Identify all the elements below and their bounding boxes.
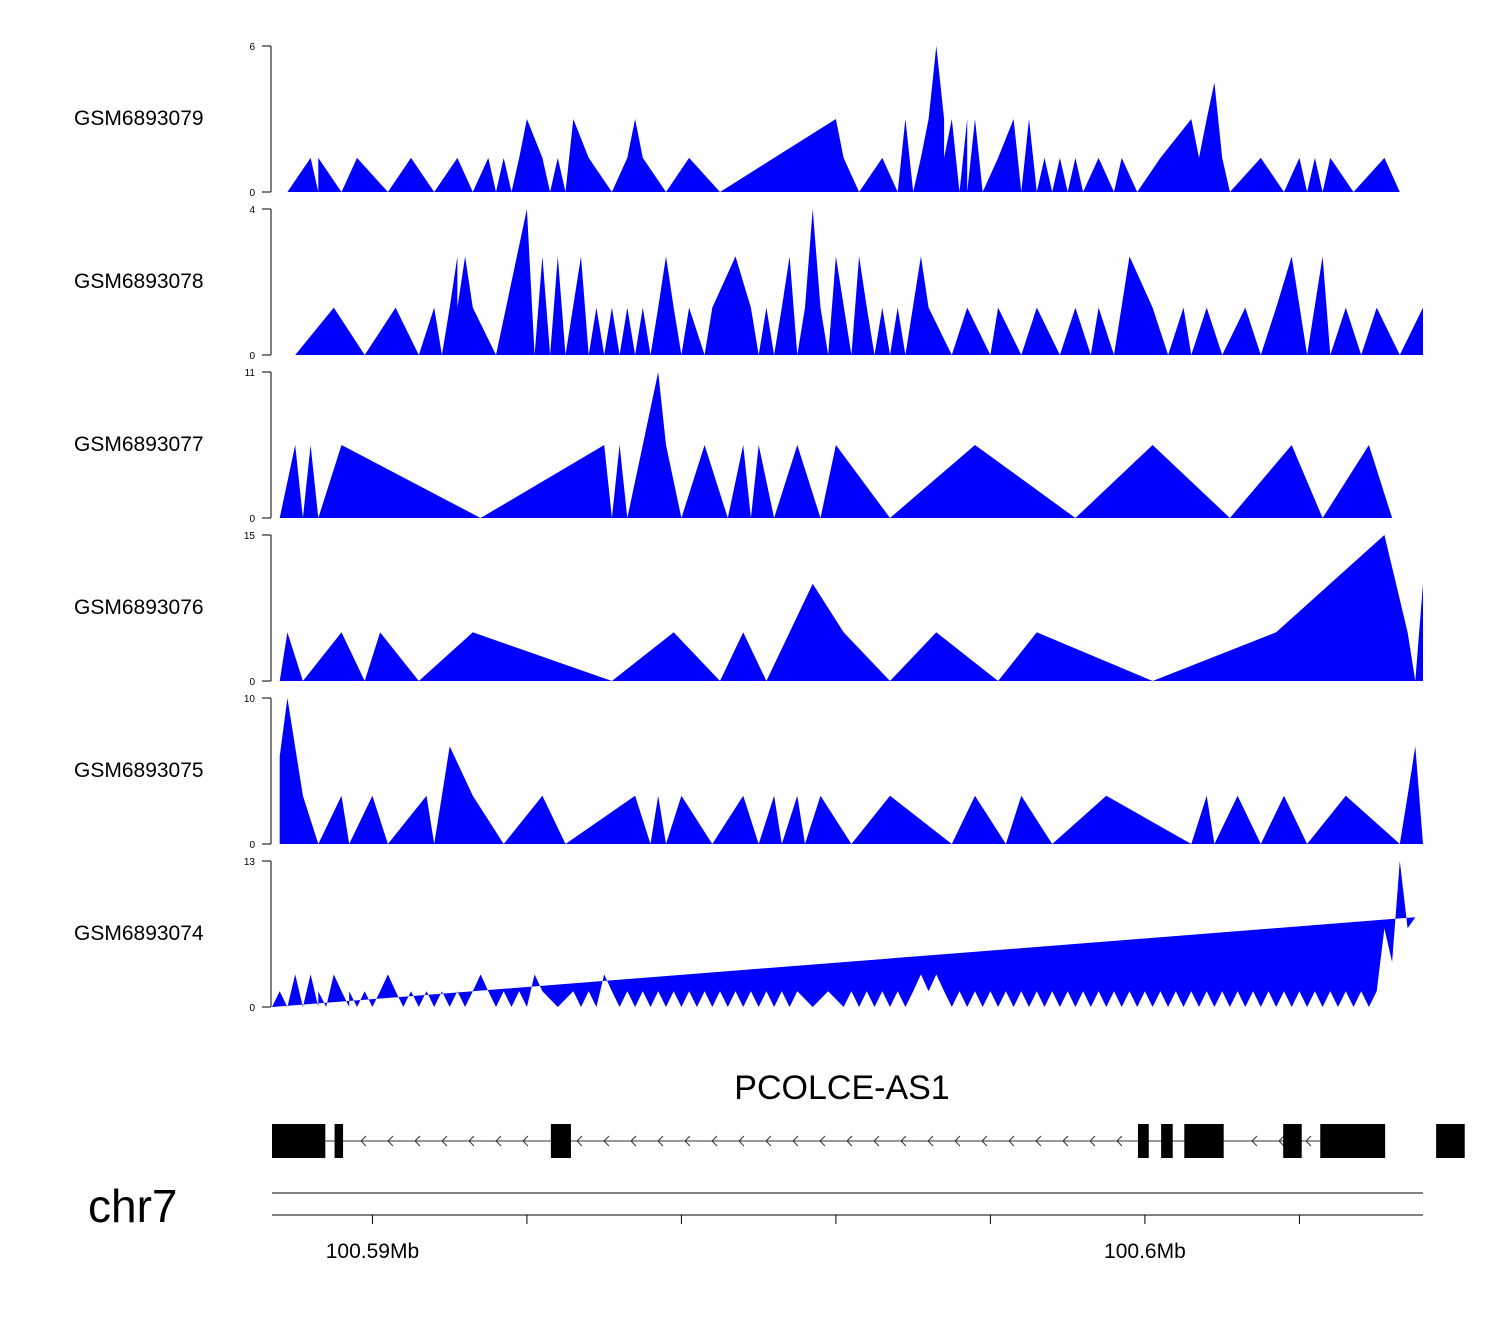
strand-arrow bbox=[630, 1135, 637, 1147]
y-tick-label-min: 0 bbox=[249, 677, 255, 688]
y-tick-label-min: 0 bbox=[249, 1003, 255, 1014]
strand-arrow bbox=[873, 1135, 880, 1147]
y-tick-label-max: 6 bbox=[249, 42, 255, 53]
strand-arrow bbox=[360, 1135, 367, 1147]
strand-arrow bbox=[765, 1135, 772, 1147]
strand-arrow bbox=[1062, 1135, 1069, 1147]
strand-arrow bbox=[1251, 1135, 1258, 1147]
strand-arrow bbox=[954, 1135, 961, 1147]
y-tick-label-min: 0 bbox=[249, 840, 255, 851]
coverage-area bbox=[287, 46, 1400, 192]
coverage-area bbox=[295, 209, 1424, 355]
strand-arrow bbox=[1278, 1135, 1285, 1147]
strand-arrow bbox=[792, 1135, 799, 1147]
strand-arrow bbox=[927, 1135, 934, 1147]
strand-arrow bbox=[1116, 1135, 1123, 1147]
strand-arrow bbox=[981, 1135, 988, 1147]
coverage-track: GSM6893074 13 0 bbox=[74, 857, 1416, 1014]
track-y-axis: 15 0 bbox=[244, 531, 272, 688]
x-tick-label: 100.59Mb bbox=[326, 1240, 419, 1263]
strand-arrow bbox=[900, 1135, 907, 1147]
x-tick-label: 100.6Mb bbox=[1104, 1240, 1186, 1263]
exon bbox=[334, 1124, 344, 1158]
strand-arrow bbox=[441, 1135, 448, 1147]
gene-label: PCOLCE-AS1 bbox=[734, 1069, 949, 1107]
chromosome-axis: chr7 100.59Mb 100.6Mb bbox=[88, 1180, 1423, 1263]
strand-arrow bbox=[738, 1135, 745, 1147]
strand-arrow bbox=[1008, 1135, 1015, 1147]
track-label: GSM6893076 bbox=[74, 596, 204, 619]
track-label: GSM6893075 bbox=[74, 759, 204, 782]
track-y-axis: 60 bbox=[249, 42, 272, 199]
strand-arrow bbox=[387, 1135, 394, 1147]
strand-arrow bbox=[1305, 1135, 1312, 1147]
strand-arrow bbox=[495, 1135, 502, 1147]
track-label: GSM6893077 bbox=[74, 433, 204, 456]
track-y-axis: 11 0 bbox=[245, 368, 272, 525]
strand-arrow bbox=[819, 1135, 826, 1147]
coverage-area bbox=[279, 698, 1424, 844]
strand-arrow bbox=[846, 1135, 853, 1147]
y-tick-label-min: 0 bbox=[249, 188, 255, 199]
track-y-axis: 40 bbox=[249, 205, 272, 362]
strand-arrow bbox=[576, 1135, 583, 1147]
y-tick-label-max: 4 bbox=[249, 205, 255, 216]
strand-arrow bbox=[522, 1135, 529, 1147]
strand-arrow bbox=[711, 1135, 718, 1147]
coverage-area bbox=[272, 861, 1416, 1007]
gene-annotation-track: PCOLCE-AS1 bbox=[272, 1069, 1465, 1158]
strand-arrow bbox=[657, 1135, 664, 1147]
exon bbox=[272, 1124, 326, 1158]
track-label: GSM6893079 bbox=[74, 107, 204, 130]
y-tick-label-min: 0 bbox=[249, 514, 255, 525]
strand-arrow bbox=[468, 1135, 475, 1147]
track-label: GSM6893074 bbox=[74, 922, 204, 945]
exon bbox=[1436, 1124, 1465, 1158]
coverage-track: GSM6893077 11 0 bbox=[74, 368, 1393, 525]
track-label: GSM6893078 bbox=[74, 270, 204, 293]
chromosome-label: chr7 bbox=[88, 1180, 177, 1232]
exon bbox=[1161, 1124, 1173, 1158]
exon bbox=[1184, 1124, 1224, 1158]
strand-arrow bbox=[414, 1135, 421, 1147]
strand-arrow bbox=[603, 1135, 610, 1147]
track-y-axis: 10 0 bbox=[244, 694, 272, 851]
y-tick-label-max: 10 bbox=[244, 694, 256, 705]
exon bbox=[1137, 1124, 1149, 1158]
strand-arrow bbox=[1035, 1135, 1042, 1147]
y-tick-label-max: 13 bbox=[244, 857, 256, 868]
strand-arrow bbox=[684, 1135, 691, 1147]
y-tick-label-max: 11 bbox=[245, 368, 256, 379]
coverage-area bbox=[279, 535, 1424, 681]
y-tick-label-min: 0 bbox=[249, 351, 255, 362]
coverage-tracks: GSM689307960GSM689307840GSM6893077110GSM… bbox=[74, 42, 1424, 1014]
exon bbox=[1283, 1124, 1302, 1158]
y-tick-label-max: 15 bbox=[244, 531, 256, 542]
track-y-axis: 13 0 bbox=[244, 857, 272, 1014]
strand-arrow bbox=[1089, 1135, 1096, 1147]
exon bbox=[550, 1124, 571, 1158]
coverage-track: GSM6893076 15 0 bbox=[74, 531, 1424, 688]
exon bbox=[1320, 1124, 1386, 1158]
coverage-track: GSM6893075 10 0 bbox=[74, 694, 1424, 851]
coverage-area bbox=[279, 372, 1393, 518]
